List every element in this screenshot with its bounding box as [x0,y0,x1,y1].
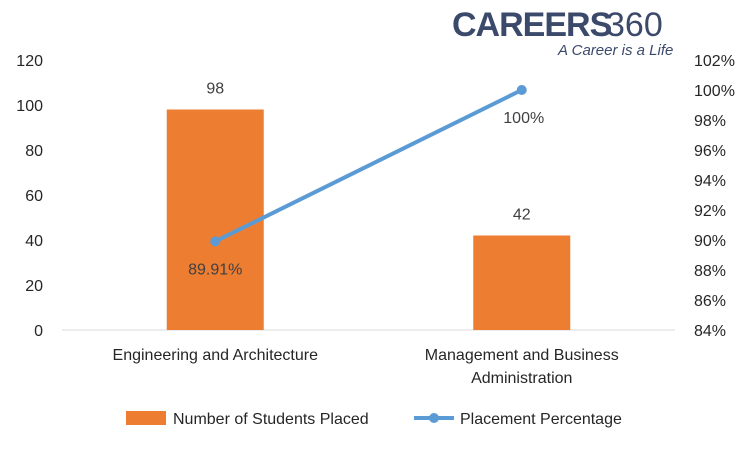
legend-line-label: Placement Percentage [460,411,622,428]
right-axis-tick-label: 100% [694,83,735,100]
category-labels: Engineering and Architecture Management a… [113,347,619,387]
right-axis-tick-label: 86% [694,293,726,310]
bar-series: 98 42 [166,81,571,330]
left-axis-tick-label: 20 [25,278,43,295]
left-axis: 0 20 40 60 80 100 120 [16,53,43,340]
right-axis-tick-label: 94% [694,173,726,190]
brand-number: 360 [606,6,663,44]
right-axis-tick-label: 90% [694,233,726,250]
bar-data-label: 98 [206,81,224,98]
right-axis-tick-label: 98% [694,113,726,130]
left-axis-tick-label: 120 [16,53,43,70]
bar-data-label: 42 [513,207,531,224]
left-axis-tick-label: 80 [25,143,43,160]
bar [166,109,264,330]
legend: Number of Students Placed Placement Perce… [126,411,622,428]
right-axis: 84% 86% 88% 90% 92% 94% 96% 98% 100% 102% [694,53,735,340]
legend-bar-label: Number of Students Placed [173,411,369,428]
careers360-logo: CAREERS 360 A Career is a Life [452,6,673,59]
left-axis-tick-label: 0 [34,323,43,340]
category-label: Engineering and Architecture [113,347,319,364]
right-axis-tick-label: 84% [694,323,726,340]
right-axis-tick-label: 92% [694,203,726,220]
brand-name: CAREERS [452,6,612,44]
brand-tagline: A Career is a Life [557,42,673,59]
line-data-label: 100% [503,110,544,127]
series-line [213,88,524,244]
left-axis-tick-label: 40 [25,233,43,250]
left-axis-tick-label: 60 [25,188,43,205]
right-axis-tick-label: 96% [694,143,726,160]
right-axis-tick-label: 102% [694,53,735,70]
category-label: Administration [471,370,572,387]
right-axis-tick-label: 88% [694,263,726,280]
legend-bar-swatch [126,411,166,425]
line-point [516,85,527,95]
line-point [210,236,221,247]
legend-line-marker [429,413,439,423]
category-label: Management and Business [425,347,619,364]
line-series: 89.91% 100% [188,85,544,278]
line-data-label: 89.91% [188,261,242,278]
left-axis-tick-label: 100 [16,98,43,115]
bar [473,235,571,330]
